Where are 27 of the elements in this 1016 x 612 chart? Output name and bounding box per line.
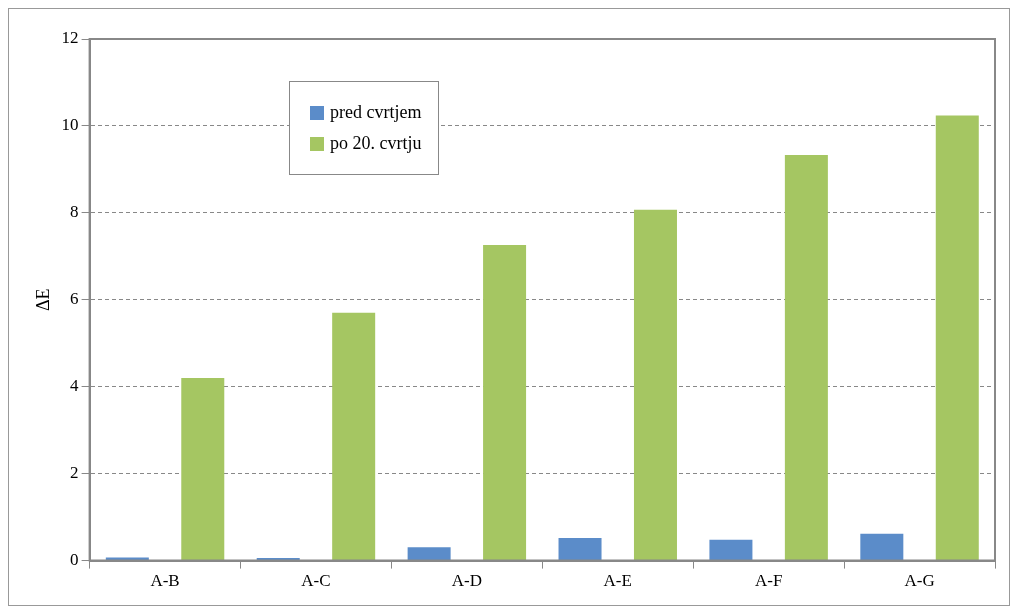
x-tick-label: A-B xyxy=(150,571,180,591)
bar xyxy=(407,547,451,561)
y-tick-label: 8 xyxy=(70,202,79,222)
bar xyxy=(483,245,527,561)
y-axis-title: ΔE xyxy=(32,288,53,312)
x-tick-label: A-G xyxy=(904,571,935,591)
legend-label: po 20. cvrtju xyxy=(330,133,422,154)
bar xyxy=(935,115,979,561)
bar xyxy=(181,378,225,561)
x-tick-label: A-F xyxy=(754,571,783,591)
y-tick-label: 4 xyxy=(70,376,80,396)
bar xyxy=(709,539,753,561)
bar xyxy=(633,209,677,561)
y-tick-label: 6 xyxy=(70,289,79,309)
legend-label: pred cvrtjem xyxy=(330,102,422,123)
bar xyxy=(784,155,828,561)
y-tick-label: 10 xyxy=(61,115,79,135)
bar xyxy=(256,557,300,561)
x-tick-label: A-D xyxy=(451,571,482,591)
x-tick-label: A-E xyxy=(603,571,632,591)
bar xyxy=(558,538,602,561)
bar xyxy=(332,312,376,561)
bar xyxy=(860,533,904,561)
y-tick-label: 12 xyxy=(61,28,79,48)
y-tick-label: 2 xyxy=(70,463,79,483)
x-tick-label: A-C xyxy=(301,571,331,591)
y-tick-label: 0 xyxy=(70,550,79,570)
